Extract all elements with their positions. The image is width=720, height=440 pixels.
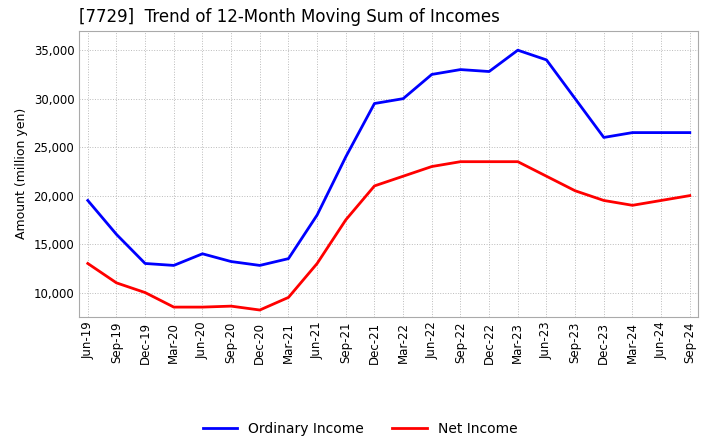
Net Income <box>227 304 235 309</box>
Net Income <box>628 203 636 208</box>
Net Income <box>169 304 178 310</box>
Ordinary Income <box>513 48 522 53</box>
Ordinary Income <box>141 261 150 266</box>
Net Income <box>312 261 321 266</box>
Ordinary Income <box>169 263 178 268</box>
Ordinary Income <box>312 213 321 218</box>
Ordinary Income <box>227 259 235 264</box>
Net Income <box>341 217 350 223</box>
Ordinary Income <box>485 69 493 74</box>
Line: Net Income: Net Income <box>88 161 690 310</box>
Net Income <box>112 280 121 286</box>
Ordinary Income <box>571 96 580 101</box>
Net Income <box>571 188 580 194</box>
Net Income <box>370 183 379 189</box>
Ordinary Income <box>112 232 121 237</box>
Text: [7729]  Trend of 12-Month Moving Sum of Incomes: [7729] Trend of 12-Month Moving Sum of I… <box>79 8 500 26</box>
Line: Ordinary Income: Ordinary Income <box>88 50 690 265</box>
Net Income <box>513 159 522 164</box>
Net Income <box>600 198 608 203</box>
Ordinary Income <box>600 135 608 140</box>
Ordinary Income <box>198 251 207 257</box>
Net Income <box>685 193 694 198</box>
Ordinary Income <box>628 130 636 135</box>
Net Income <box>657 198 665 203</box>
Ordinary Income <box>542 57 551 62</box>
Net Income <box>399 174 408 179</box>
Net Income <box>84 261 92 266</box>
Legend: Ordinary Income, Net Income: Ordinary Income, Net Income <box>197 417 523 440</box>
Y-axis label: Amount (million yen): Amount (million yen) <box>15 108 28 239</box>
Ordinary Income <box>456 67 465 72</box>
Net Income <box>485 159 493 164</box>
Ordinary Income <box>84 198 92 203</box>
Ordinary Income <box>399 96 408 101</box>
Ordinary Income <box>428 72 436 77</box>
Net Income <box>284 295 293 300</box>
Net Income <box>256 308 264 313</box>
Ordinary Income <box>685 130 694 135</box>
Net Income <box>198 304 207 310</box>
Ordinary Income <box>341 154 350 159</box>
Net Income <box>428 164 436 169</box>
Ordinary Income <box>284 256 293 261</box>
Ordinary Income <box>256 263 264 268</box>
Ordinary Income <box>370 101 379 106</box>
Net Income <box>456 159 465 164</box>
Net Income <box>141 290 150 295</box>
Net Income <box>542 174 551 179</box>
Ordinary Income <box>657 130 665 135</box>
